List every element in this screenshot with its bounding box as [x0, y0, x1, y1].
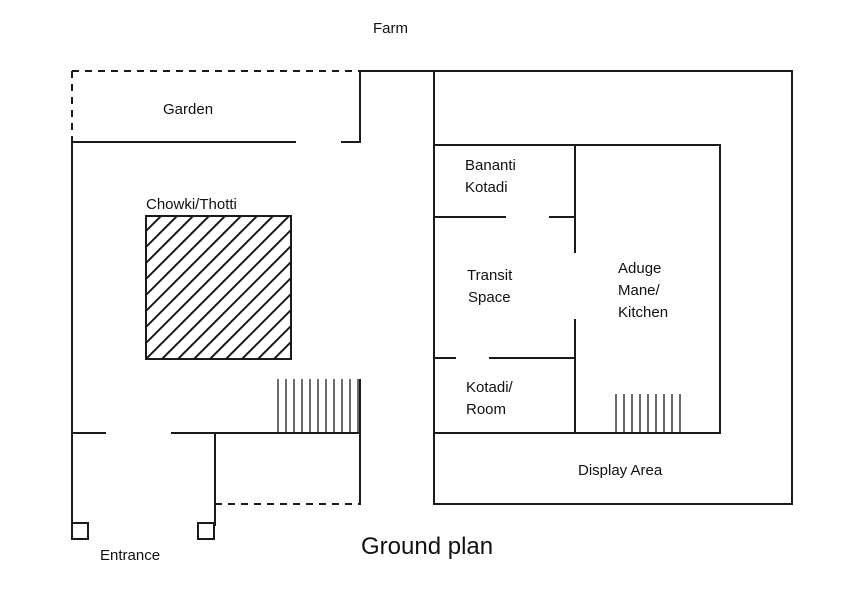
hatch-line	[177, 244, 291, 359]
kotadi-room-label-line1: Kotadi/	[466, 379, 514, 396]
diagram-title: Ground plan	[361, 533, 493, 560]
hatch-line	[386, 216, 529, 359]
aduge-mane-kitchen-label-line2: Mane/	[618, 282, 661, 299]
transit-space-label-line1: Transit	[467, 267, 513, 284]
kitchen-steps	[615, 394, 681, 432]
transit-space-label-line2: Space	[468, 289, 511, 306]
hatch-line	[161, 228, 291, 359]
display-area-label: Display Area	[578, 462, 663, 479]
hatch-line	[2, 216, 145, 359]
bananti-kotadi-label-line2: Kotadi	[465, 179, 508, 196]
hatch-line	[354, 216, 497, 359]
hatch-line	[289, 356, 291, 359]
garden-label: Garden	[163, 101, 213, 118]
entrance-label: Entrance	[100, 547, 160, 564]
courtyard-steps	[277, 379, 359, 432]
hatch-line	[273, 340, 291, 359]
hatch-line	[146, 216, 162, 233]
hatch-line	[241, 308, 291, 359]
kotadi-room-label-line2: Room	[466, 401, 506, 418]
hatch-line	[146, 216, 290, 359]
hatch-line	[146, 216, 242, 313]
hatch-line	[338, 216, 481, 359]
hatch-line	[146, 216, 274, 345]
hatch-line	[146, 216, 194, 265]
inner-block	[433, 144, 721, 434]
bananti-kotadi-label-line1: Bananti	[465, 157, 516, 174]
hatch-line	[225, 292, 291, 359]
hatch-line	[146, 216, 258, 329]
aduge-mane-kitchen-label-line1: Aduge	[618, 260, 661, 277]
hatch-line	[434, 216, 577, 359]
hatch-line	[418, 216, 561, 359]
hatch-line	[146, 216, 226, 297]
hatch-line	[402, 216, 545, 359]
hatch-line	[257, 324, 291, 359]
hatch-line	[146, 216, 178, 249]
garden-enclosure	[71, 70, 361, 143]
entrance-pillars	[71, 522, 215, 540]
hatch-line	[322, 216, 465, 359]
aduge-mane-kitchen-label-line3: Kitchen	[618, 304, 668, 321]
chowki-thotti-courtyard	[0, 215, 577, 360]
hatch-line	[306, 216, 449, 359]
hatch-line	[0, 216, 129, 359]
hatch-line	[146, 216, 210, 281]
hatch-line	[193, 260, 291, 359]
outer-walls	[71, 70, 793, 526]
hatch-line	[370, 216, 513, 359]
chowki-thotti-label: Chowki/Thotti	[146, 196, 237, 213]
hatch-line	[209, 276, 291, 359]
farm-label: Farm	[373, 20, 408, 37]
